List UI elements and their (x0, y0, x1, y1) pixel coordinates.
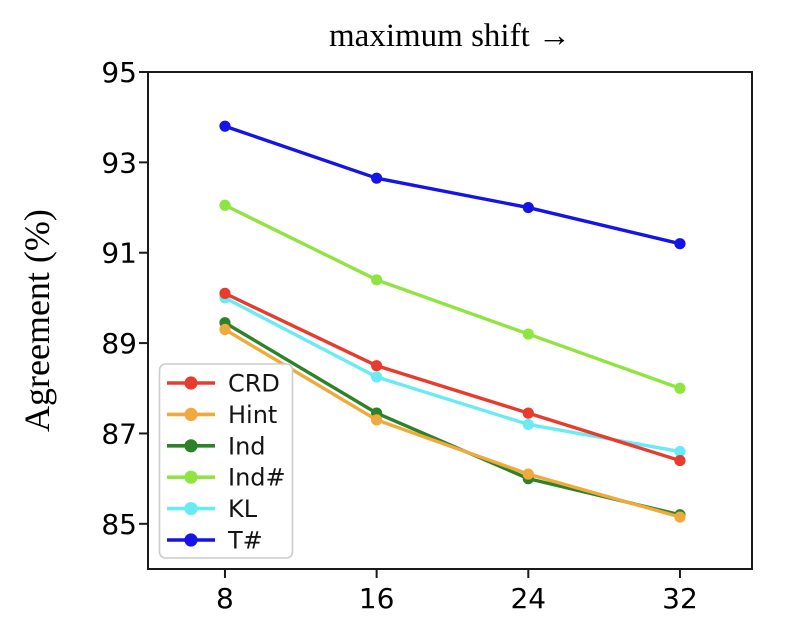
series-marker-T# (219, 120, 231, 132)
series-marker-CRD (219, 287, 231, 299)
x-axis-tick-label: 16 (359, 582, 395, 615)
series-line-CRD (223, 291, 682, 463)
series-marker-CRD (522, 407, 534, 419)
y-axis-tick-label: 93 (101, 146, 137, 179)
legend-swatch-marker-CRD (184, 376, 198, 390)
series-line-Hint (223, 327, 682, 519)
legend-label-CRD: CRD (228, 370, 280, 398)
y-axis-tick-label: 95 (101, 56, 137, 89)
legend-swatch-marker-KL (184, 502, 198, 516)
series-marker-Ind# (371, 274, 383, 286)
y-axis-tick-label: 89 (101, 327, 137, 360)
y-axis-label: Agreement (%) (17, 209, 57, 432)
legend-label-KL: KL (228, 495, 258, 523)
legend-label-Ind: Ind (228, 432, 266, 460)
series-line-T# (223, 124, 682, 246)
series-marker-Hint (674, 511, 686, 523)
series-marker-Hint (522, 468, 534, 480)
series-marker-Ind# (219, 199, 231, 211)
chart-title: maximum shift → (329, 18, 571, 54)
series-marker-T# (371, 172, 383, 184)
x-axis-tick-label: 32 (662, 582, 698, 615)
legend-swatch-marker-Ind# (184, 470, 198, 484)
y-axis-tick-label: 85 (101, 508, 137, 541)
plot-border (147, 71, 753, 570)
x-axis-tick-label: 8 (216, 582, 234, 615)
series-marker-Ind# (522, 328, 534, 340)
series-marker-T# (674, 238, 686, 250)
series-marker-Hint (219, 323, 231, 336)
legend-swatch-marker-T# (184, 533, 198, 547)
series-marker-Hint (371, 414, 383, 426)
series-marker-T# (522, 201, 534, 214)
series-marker-CRD (674, 454, 686, 467)
series-marker-CRD (371, 360, 383, 372)
legend-swatch-marker-Ind (184, 439, 198, 453)
series-marker-KL (522, 418, 534, 431)
legend-swatch-marker-Hint (184, 407, 198, 421)
series-marker-KL (371, 371, 383, 383)
series-marker-KL (674, 445, 686, 458)
x-axis-tick-label: 24 (510, 582, 546, 615)
y-axis-tick-label: 87 (101, 417, 137, 450)
y-axis-tick-label: 91 (101, 237, 137, 270)
legend-label-Ind#: Ind# (228, 464, 286, 492)
series-marker-Ind# (674, 382, 686, 394)
legend-label-T#: T# (227, 527, 263, 555)
series-line-Ind# (223, 203, 682, 390)
legend-label-Hint: Hint (228, 401, 277, 429)
